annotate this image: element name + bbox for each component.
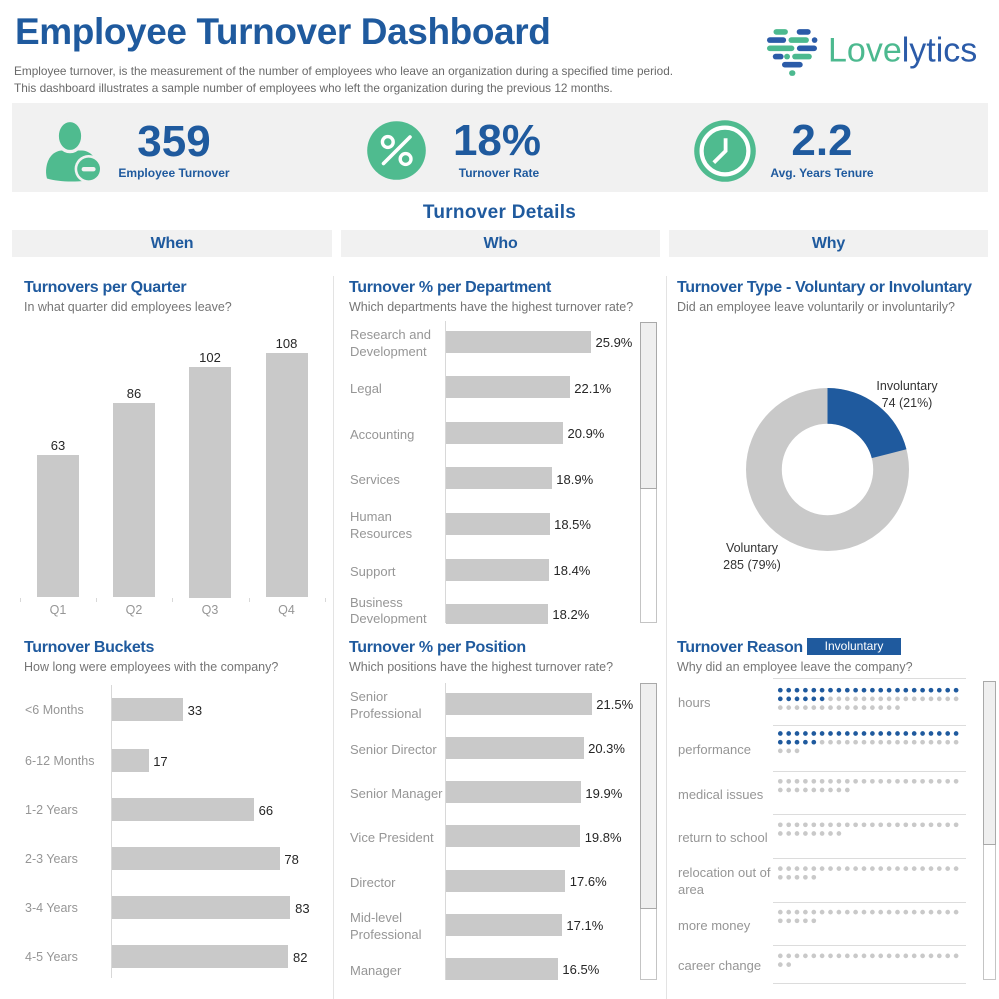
svg-text:Lovelytics: Lovelytics bbox=[828, 32, 977, 70]
